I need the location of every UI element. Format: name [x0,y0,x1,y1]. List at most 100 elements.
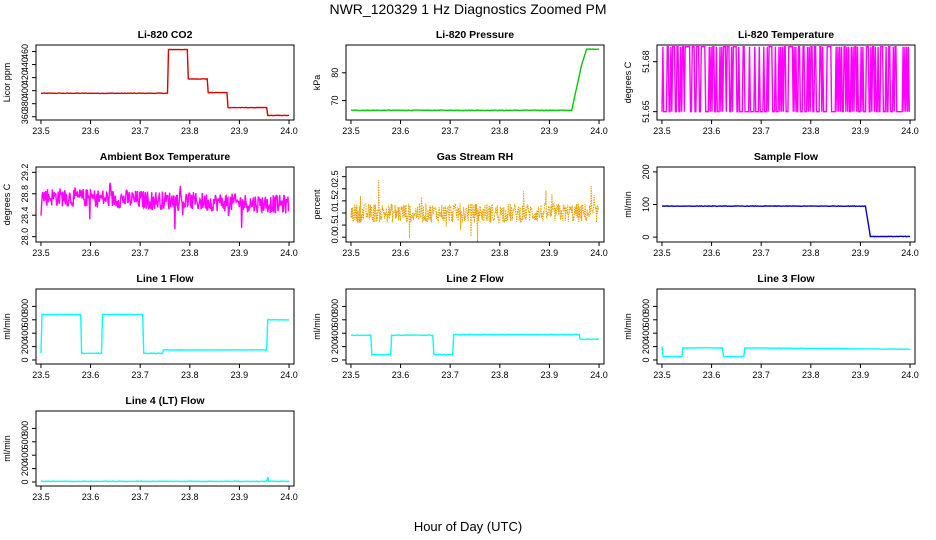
y-tick-label: 400 [641,326,651,341]
y-tick-label: 400 [330,326,340,341]
series-line-1-flow [40,313,290,355]
x-tick-label: 23.5 [32,370,50,380]
series-line [40,313,290,355]
y-tick-label: 800 [330,299,340,314]
panel-title: Ambient Box Temperature [100,151,231,163]
x-tick-label: 23.6 [82,126,100,136]
series-line [351,48,599,112]
x-tick-label: 23.5 [32,248,50,258]
x-tick-label: 23.9 [541,248,559,258]
x-tick-label: 23.6 [392,370,410,380]
x-tick-label: 23.7 [131,248,149,258]
y-tick-label: 800 [20,299,30,314]
y-tick-label: 28.0 [20,228,30,246]
panel-li-820-pressure: Li-820 Pressure kPa 23.5 23.6 23.7 23.8 23.9 24… [312,29,608,136]
plot-frame [35,44,295,121]
y-tick-label: 400 [20,448,30,463]
panel-line-3-flow: Line 3 Flow ml/min 23.5 23.6 23.7 23.8 23.9 24.… [623,273,919,380]
figure-title: NWR_120329 1 Hz Diagnostics Zoomed PM [329,1,606,17]
y-tick-label: 28.4 [20,206,30,224]
x-tick-label: 23.8 [491,370,509,380]
y-tick-label: 2.0 [330,183,340,196]
panel-li-820-co2: Li-820 CO2 Licor ppm 23.5 23.6 23.7 23.8 23.9 2… [2,29,298,136]
series-sample-flow [661,205,911,238]
plot-frame [656,166,916,243]
x-tick-label: 23.6 [392,126,410,136]
panel-line-2-flow: Line 2 Flow ml/min 23.5 23.6 23.7 23.8 23.9 24.… [312,273,608,380]
x-tick-label: 23.6 [82,370,100,380]
series-line-3-flow [661,346,911,358]
x-tick-label: 23.7 [441,370,459,380]
series-line [40,477,290,483]
x-tick-label: 23.7 [752,126,770,136]
x-tick-label: 24.0 [590,248,608,258]
series-line [40,182,290,230]
series-line-4-lt-flow [40,477,290,483]
y-tick-label: 600 [330,312,340,327]
y-axis-label: ml/min [2,313,12,340]
x-tick-label: 23.9 [231,126,249,136]
y-tick-label: 800 [20,421,30,436]
x-tick-label: 23.9 [852,126,870,136]
x-tick-label: 24.0 [901,370,919,380]
x-tick-label: 24.0 [280,370,298,380]
x-tick-label: 23.7 [752,248,770,258]
y-axis-label: ml/min [623,313,633,340]
plot-frame [656,288,916,365]
x-tick-label: 23.9 [852,370,870,380]
x-tick-label: 23.6 [703,370,721,380]
x-tick-label: 23.7 [131,492,149,502]
y-tick-label: 200 [641,164,651,179]
x-tick-label: 24.0 [280,248,298,258]
x-tick-label: 23.6 [82,248,100,258]
y-tick-label: 400 [20,326,30,341]
y-tick-label: 0 [641,357,651,362]
y-tick-label: 460 [20,44,30,59]
x-tick-label: 23.7 [752,370,770,380]
y-tick-label: 29.2 [20,164,30,182]
series-line-2-flow [351,333,600,356]
y-tick-label: 0 [20,357,30,362]
y-tick-label: 200 [20,339,30,354]
x-tick-label: 23.8 [181,248,199,258]
panel-title: Line 2 Flow [446,273,504,285]
y-tick-label: 400 [20,83,30,98]
x-tick-label: 23.8 [491,126,509,136]
series-li-820-co2 [40,48,290,117]
y-tick-label: 600 [20,312,30,327]
y-tick-label: 70 [330,96,340,106]
plot-frame [35,166,295,243]
y-axis-label: kPa [312,75,322,91]
y-tick-label: 440 [20,57,30,72]
panel-title: Li-820 CO2 [138,29,193,41]
y-axis-label: ml/min [623,191,633,218]
y-tick-label: 51.65 [641,100,651,123]
x-tick-label: 23.5 [32,126,50,136]
plot-frame [35,288,295,365]
panel-ambient-box-temperature: Ambient Box Temperature degrees C 23.5 23.6… [2,151,298,258]
figure-xlabel: Hour of Day (UTC) [414,519,522,534]
x-tick-label: 23.5 [32,492,50,502]
y-tick-label: 200 [641,339,651,354]
x-tick-label: 24.0 [901,126,919,136]
y-tick-label: 360 [20,109,30,124]
plot-frame [35,410,295,487]
series-li-820-pressure [351,48,599,112]
x-tick-label: 23.5 [342,126,360,136]
x-tick-label: 23.8 [181,126,199,136]
x-tick-label: 23.6 [82,492,100,502]
x-tick-label: 23.5 [653,248,671,258]
panel-title: Li-820 Pressure [436,29,514,41]
x-tick-label: 23.6 [392,248,410,258]
plot-frame [345,166,605,243]
x-tick-label: 23.6 [703,248,721,258]
series-line [661,46,910,113]
x-tick-label: 24.0 [590,126,608,136]
x-tick-label: 23.9 [231,370,249,380]
panel-title: Gas Stream RH [437,151,513,163]
series-line [40,48,290,117]
x-tick-label: 23.9 [231,248,249,258]
x-tick-label: 23.5 [342,248,360,258]
y-tick-label: 600 [20,434,30,449]
